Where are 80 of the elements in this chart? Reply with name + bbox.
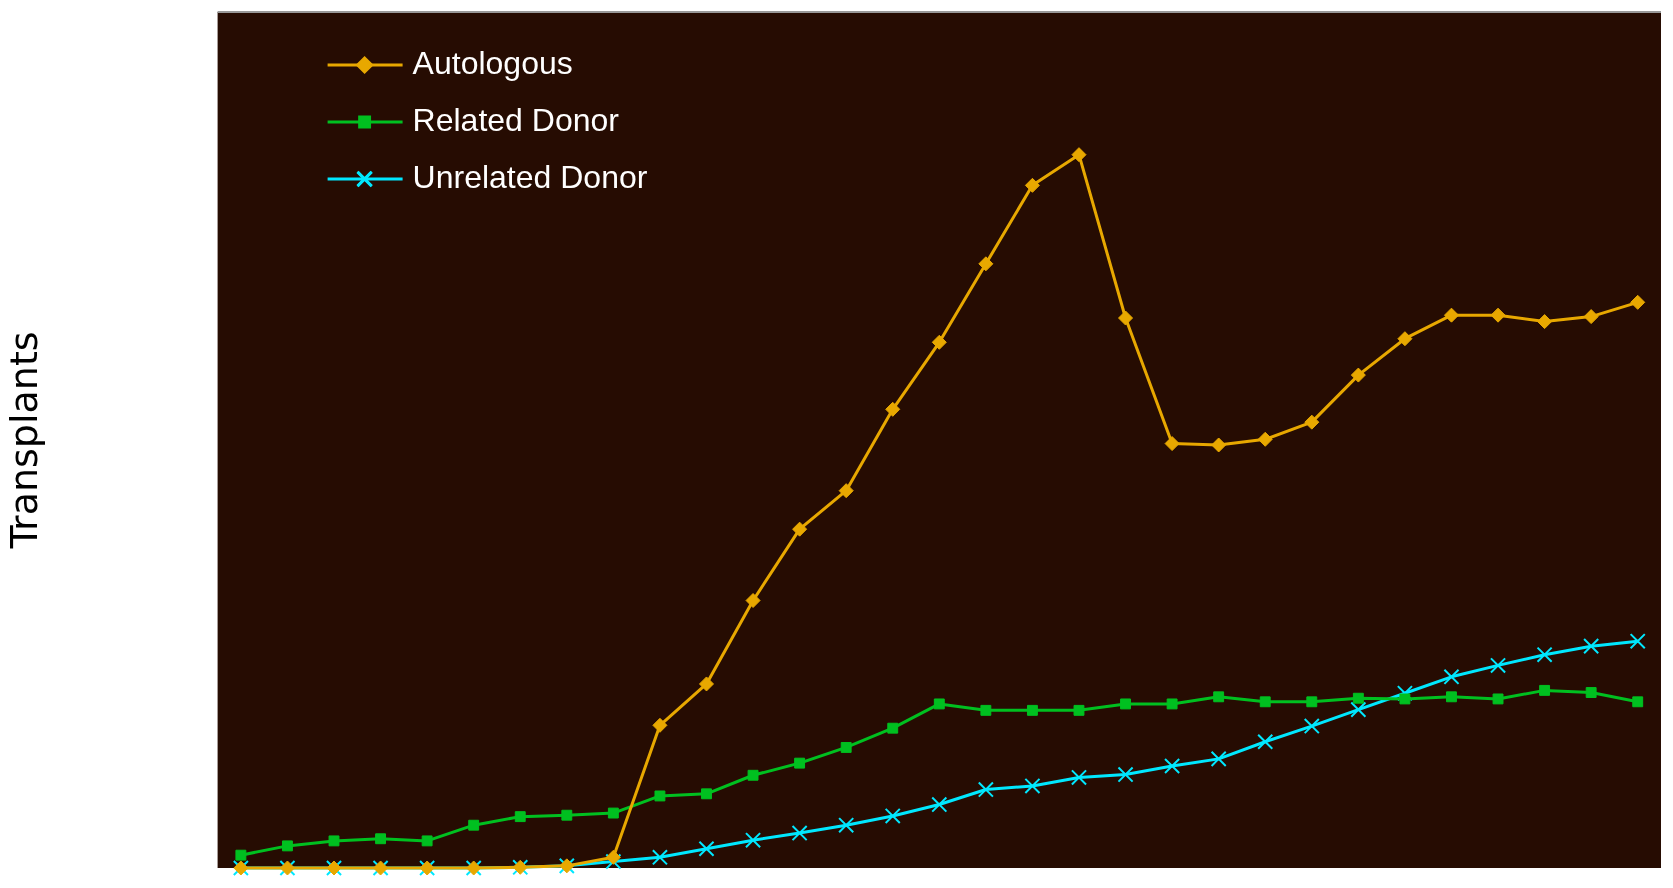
point (1350, 701, 1367, 718)
point (840, 742, 852, 753)
legend-label: Autologous (412, 44, 573, 81)
point (1166, 698, 1178, 710)
point (1446, 691, 1457, 703)
point (1303, 717, 1320, 735)
point (375, 833, 387, 845)
point (794, 757, 806, 769)
point (1489, 657, 1507, 674)
point (654, 790, 666, 802)
point (838, 483, 854, 499)
point (977, 781, 994, 798)
point (792, 521, 808, 537)
point (561, 809, 573, 821)
point (468, 819, 480, 831)
point (1024, 177, 1040, 193)
point (1120, 698, 1131, 710)
point (514, 811, 526, 823)
point (698, 840, 715, 857)
point (884, 807, 901, 824)
point (931, 334, 947, 350)
point (1583, 309, 1599, 325)
point (651, 849, 668, 866)
point (328, 835, 340, 847)
point (701, 788, 712, 800)
point (1026, 704, 1038, 716)
point (747, 769, 759, 781)
legend-label: Unrelated Donor (412, 158, 648, 195)
point (838, 817, 855, 834)
point (1443, 668, 1460, 685)
point (1257, 733, 1274, 750)
point (1071, 147, 1087, 163)
point (1117, 766, 1134, 783)
point (1632, 696, 1644, 708)
point (1585, 687, 1597, 698)
point (978, 256, 994, 272)
point (1492, 693, 1504, 705)
point (745, 593, 761, 608)
point (887, 722, 899, 734)
point (1070, 769, 1088, 786)
point (605, 849, 621, 865)
point (698, 676, 714, 692)
point (1306, 696, 1318, 708)
point (885, 401, 901, 417)
point (1164, 436, 1180, 452)
point (1213, 691, 1225, 703)
point (281, 840, 293, 852)
point (1211, 437, 1227, 453)
point (1259, 696, 1271, 708)
point (605, 853, 622, 870)
point (1304, 414, 1320, 430)
point (933, 698, 945, 710)
point (1257, 431, 1273, 447)
point (1118, 310, 1134, 326)
point (1539, 684, 1551, 696)
point (607, 807, 619, 819)
point (1537, 314, 1553, 330)
point (235, 849, 247, 861)
point (1073, 704, 1085, 716)
point (1629, 633, 1646, 650)
point (1210, 750, 1227, 767)
point (1397, 331, 1413, 347)
y-axis-title: Transplants (1, 331, 46, 550)
point (1399, 693, 1411, 705)
point (1490, 307, 1506, 323)
point (1352, 692, 1364, 704)
point (1350, 367, 1366, 383)
point (931, 796, 948, 813)
point (1443, 307, 1459, 323)
point (791, 824, 808, 842)
point (1164, 757, 1181, 775)
point (744, 832, 762, 849)
point (1583, 638, 1600, 655)
point (652, 717, 668, 733)
point (980, 704, 992, 716)
point (1630, 294, 1646, 310)
legend-label: Related Donor (412, 101, 620, 138)
point (1024, 777, 1041, 795)
point (1536, 646, 1553, 663)
point (421, 835, 433, 847)
